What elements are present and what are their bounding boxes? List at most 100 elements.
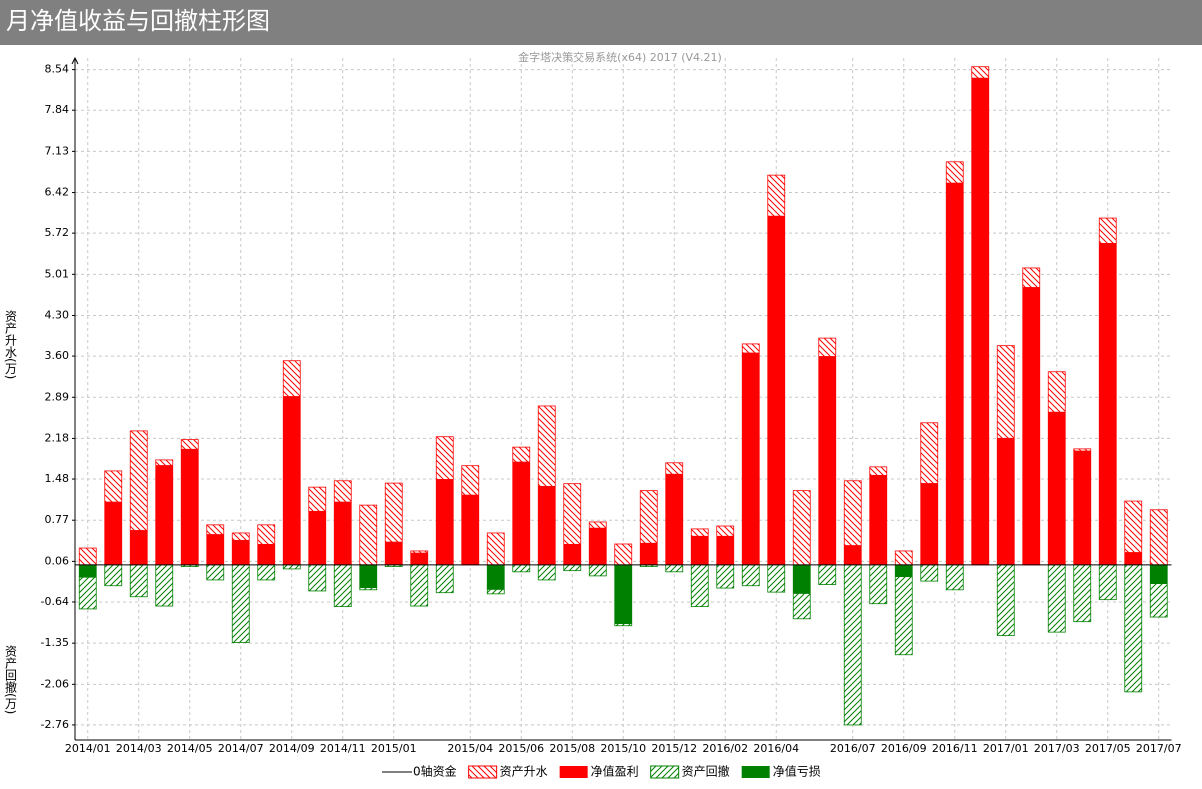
hatch-bar	[1073, 564, 1092, 623]
x-tick-label: 2014/09	[269, 742, 315, 755]
bar	[767, 215, 785, 565]
bar	[181, 448, 199, 565]
x-tick-label: 2015/12	[651, 742, 697, 755]
bar	[538, 485, 556, 565]
bar	[1048, 411, 1066, 565]
hatch-bar	[563, 564, 582, 572]
y-tick-label: 7.84	[45, 103, 70, 116]
hatch-bar	[843, 564, 862, 726]
bar	[487, 564, 505, 590]
hatch-bar	[665, 564, 684, 573]
chart-subtitle: 金字塔决策交易系统(x64) 2017 (V4.21)	[518, 50, 722, 64]
bar	[614, 564, 632, 625]
bar	[640, 542, 658, 565]
bar	[971, 77, 989, 565]
legend-label: 资产回撤	[682, 764, 730, 779]
bar	[742, 352, 760, 565]
bar	[818, 356, 836, 565]
bar	[257, 543, 275, 565]
bar	[716, 535, 734, 565]
bar	[563, 543, 581, 565]
hatch-bar	[435, 564, 454, 594]
y-tick-label: 3.60	[45, 349, 70, 362]
bar	[997, 437, 1015, 565]
hatch-bar	[512, 564, 531, 573]
x-tick-label: 2017/01	[983, 742, 1029, 755]
hatch-bar	[614, 543, 633, 566]
hatch-bar	[104, 564, 123, 587]
y-tick-label: -2.06	[41, 677, 69, 690]
hatch-bar	[257, 564, 276, 581]
bar	[589, 527, 607, 565]
y-tick-label: 8.54	[45, 63, 70, 76]
hatch-bar	[894, 564, 913, 656]
x-tick-label: 2015/08	[549, 742, 595, 755]
bar	[1124, 552, 1142, 565]
legend-label: 净值盈利	[591, 764, 639, 779]
y-tick-label: 1.48	[45, 472, 70, 485]
x-tick-label: 2014/07	[218, 742, 264, 755]
y-tick-label: -2.76	[41, 718, 69, 731]
x-tick-label: 2014/03	[116, 742, 162, 755]
legend-swatch	[468, 765, 498, 779]
bar	[869, 474, 887, 565]
x-tick-label: 2017/03	[1034, 742, 1080, 755]
bar	[1022, 287, 1040, 565]
hatch-bar	[894, 550, 913, 566]
bar	[206, 534, 224, 565]
bar	[793, 564, 811, 594]
bar	[946, 182, 964, 565]
hatch-bar	[231, 564, 250, 643]
hatch-bar	[1047, 564, 1066, 633]
bar	[1073, 450, 1091, 565]
hatch-bar	[282, 564, 301, 570]
bar	[1099, 242, 1117, 565]
y-tick-label: 0.77	[45, 513, 70, 526]
hatch-bar	[78, 547, 97, 566]
hatch-bar	[1124, 564, 1143, 693]
y-tick-label: 7.13	[45, 144, 70, 157]
bar	[130, 530, 148, 565]
bar	[334, 501, 352, 565]
y-tick-label: 5.72	[45, 226, 70, 239]
bar	[283, 396, 301, 565]
x-tick-label: 2014/05	[167, 742, 213, 755]
x-tick-label: 2015/10	[600, 742, 646, 755]
bar	[691, 535, 709, 565]
hatch-bar	[996, 564, 1015, 637]
bar	[79, 564, 97, 578]
hatch-bar	[206, 564, 225, 581]
x-tick-label: 2016/09	[881, 742, 927, 755]
y-tick-label: 6.42	[45, 186, 70, 199]
y-tick-label: 4.30	[45, 308, 70, 321]
bar	[512, 461, 530, 565]
x-tick-label: 2015/01	[371, 742, 417, 755]
x-tick-label: 2016/07	[830, 742, 876, 755]
bar	[410, 552, 428, 565]
hatch-bar	[945, 564, 964, 591]
hatch-bar	[869, 564, 888, 605]
x-tick-label: 2015/06	[498, 742, 544, 755]
x-tick-label: 2016/11	[932, 742, 978, 755]
x-tick-label: 2016/02	[702, 742, 748, 755]
title-bar	[0, 0, 1202, 45]
x-tick-label: 2014/11	[320, 742, 366, 755]
hatch-bar	[767, 564, 786, 593]
hatch-bar	[486, 532, 505, 566]
hatch-bar	[818, 564, 837, 585]
hatch-bar	[588, 564, 607, 577]
bar	[895, 564, 913, 578]
y-tick-label: 2.18	[45, 431, 70, 444]
hatch-bar	[410, 564, 429, 607]
hatch-bar	[333, 564, 352, 608]
legend-label: 资产升水	[500, 765, 548, 779]
hatch-bar	[1098, 564, 1117, 601]
y-tick-label: 0.06	[45, 554, 70, 567]
x-tick-label: 2017/05	[1085, 742, 1131, 755]
hatch-bar	[792, 490, 811, 566]
bar	[232, 539, 250, 565]
legend-label: 0轴资金	[413, 764, 457, 779]
hatch-bar	[1149, 509, 1168, 566]
bar	[920, 483, 938, 565]
